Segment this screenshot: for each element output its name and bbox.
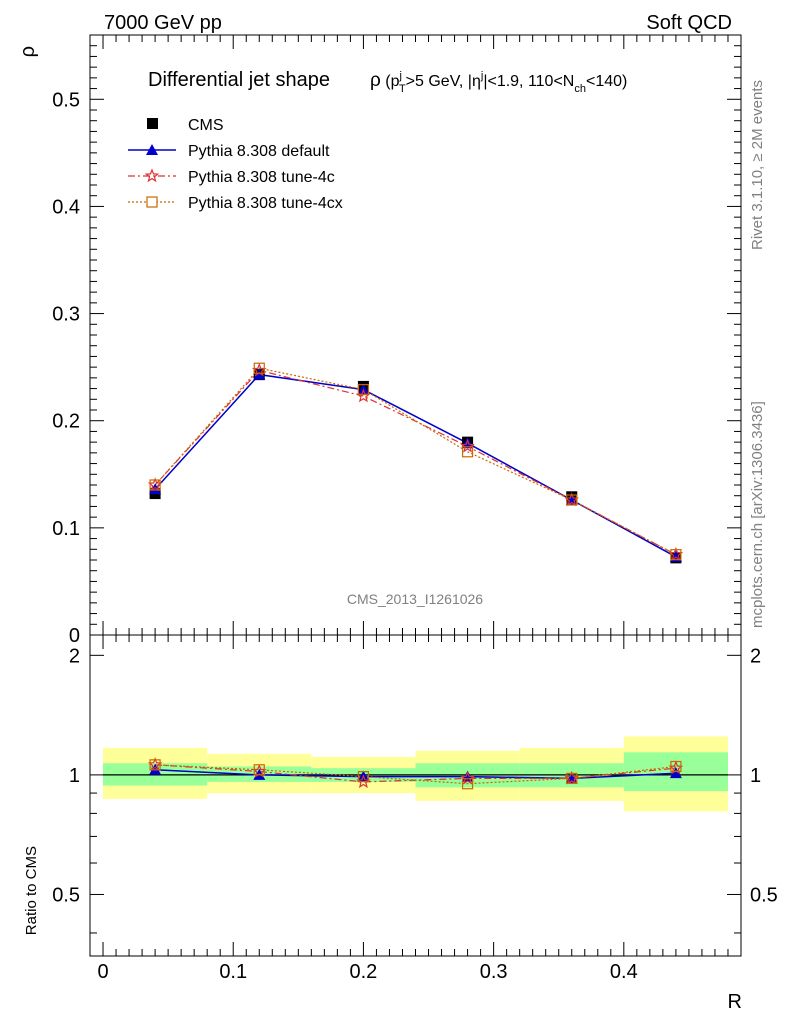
series-point: [253, 368, 266, 380]
main-series-layer: [147, 362, 684, 564]
ratio-series-point: [668, 760, 684, 775]
ratio-tick-label-left: 2: [69, 645, 80, 667]
ratio-series-point: [564, 770, 579, 785]
y-axis-label: ρ: [17, 46, 39, 57]
plot-title: Differential jet shape: [148, 69, 330, 91]
ratio-tick-label-right: 1: [750, 765, 761, 787]
legend-label-cms: CMS: [188, 117, 224, 134]
series-point: [670, 549, 682, 561]
legend: CMS Pythia 8.308 default Pythia 8.308 tu…: [128, 117, 343, 212]
legend-marker-tune4c: [144, 168, 160, 183]
mcplots-label: mcplots.cern.ch [arXiv:1306.3436]: [749, 401, 766, 628]
ratio-series-point: [252, 763, 267, 778]
series-point: [460, 438, 475, 453]
y-tick-label: 0.1: [52, 518, 80, 540]
ratio-series-point: [566, 772, 578, 784]
ratio-series-point: [461, 778, 474, 790]
series-line: [154, 369, 677, 556]
y-tick-label: 0.2: [52, 411, 80, 433]
series-line: [154, 373, 677, 558]
series-point: [566, 494, 578, 506]
series-point: [461, 446, 474, 458]
ratio-series-point: [669, 767, 682, 779]
rivet-label: Rivet 3.1.10, ≥ 2M events: [749, 80, 766, 250]
ratio-tick-label-right: 2: [750, 645, 761, 667]
ratio-plot-frame: [89, 634, 742, 957]
header-energy: 7000 GeV pp: [104, 12, 222, 34]
axis-ticks: [90, 34, 741, 956]
ratio-uncertainty-bands: [103, 736, 728, 812]
legend-marker-tune4cx: [146, 196, 158, 208]
series-point: [147, 477, 163, 492]
series-point: [461, 437, 474, 449]
analysis-tag: CMS_2013_I1261026: [347, 591, 483, 607]
x-tick-label: 0.2: [350, 961, 378, 983]
ratio-series-point: [357, 771, 370, 783]
x-tick-label: 0.4: [610, 961, 638, 983]
ratio-tick-label-left: 1: [69, 765, 80, 787]
ratio-series-point: [460, 770, 475, 785]
series-point: [564, 492, 579, 507]
y-tick-label: 0.5: [52, 89, 80, 111]
legend-label-tune4c: Pythia 8.308 tune-4c: [188, 169, 335, 186]
header-process: Soft QCD: [646, 12, 732, 34]
ratio-tick-label-right: 0.5: [750, 884, 778, 906]
ratio-y-axis-label: Ratio to CMS: [23, 846, 40, 935]
plot-title-cuts: ρ (pj T>5 GeV, |ηj|<1.9, 110<Nch<140): [370, 70, 627, 95]
x-axis-label: R: [728, 991, 742, 1013]
ratio-series-point: [149, 759, 161, 771]
ratio-series-point: [253, 764, 265, 776]
legend-marker-cms: [147, 118, 158, 129]
x-tick-label: 0.1: [219, 961, 247, 983]
series-point: [149, 479, 161, 491]
series-point: [253, 362, 265, 374]
ratio-series-point: [670, 760, 682, 773]
y-tick-label: 0.3: [52, 304, 80, 326]
y-tick-label: 0.4: [52, 196, 80, 218]
ratio-series-line: [155, 769, 676, 780]
legend-marker-default: [146, 144, 158, 155]
series-point: [357, 384, 370, 396]
series-line: [154, 367, 677, 556]
x-tick-label: 0.3: [480, 961, 508, 983]
legend-label-default: Pythia 8.308 default: [188, 143, 330, 160]
x-tick-label: 0: [97, 961, 108, 983]
series-point: [668, 546, 684, 561]
series-point: [149, 483, 162, 495]
ratio-series-point: [356, 774, 371, 789]
ratio-series-point: [147, 757, 163, 772]
ratio-series-layer: [147, 757, 684, 790]
y-tick-label: 0: [69, 625, 80, 647]
legend-label-tune4cx: Pythia 8.308 tune-4cx: [188, 195, 343, 212]
ratio-tick-label-left: 0.5: [52, 884, 80, 906]
plot-title-main: Differential jet shape: [148, 69, 330, 91]
tick-labels: 0 0.1 0.2 0.3 0.4 0 0.1 0.2 0.3 0.4 0.5 0.5 0.5 1 1 2 2: [52, 89, 778, 983]
ratio-series-line: [155, 764, 676, 785]
